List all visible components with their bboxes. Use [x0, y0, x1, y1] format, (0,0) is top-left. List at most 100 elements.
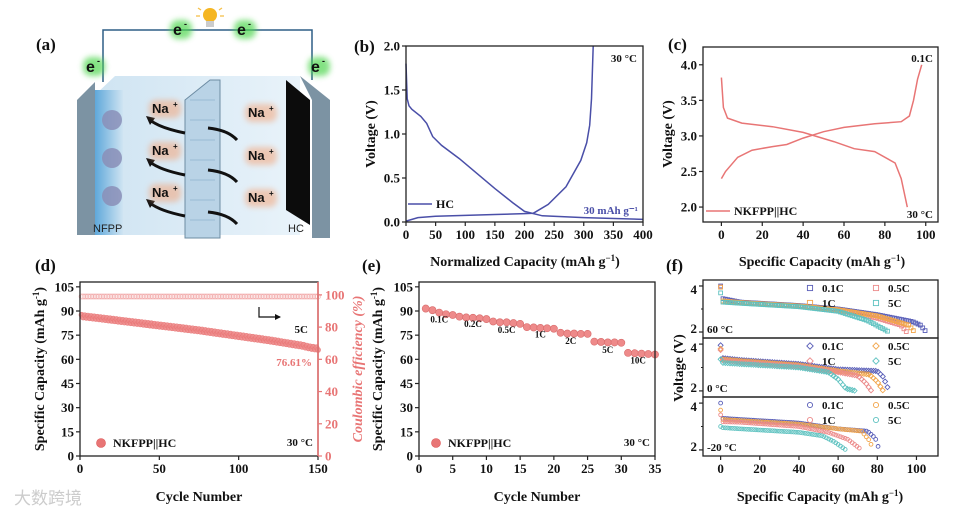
x-axis-label: Normalized Capacity (mAh g−1)	[430, 253, 620, 270]
data-point	[874, 379, 882, 386]
data-point	[726, 360, 734, 367]
data-point	[788, 423, 794, 429]
data-point	[910, 319, 916, 325]
data-point	[781, 423, 787, 428]
data-point	[881, 378, 889, 385]
efficiency-point	[262, 293, 269, 300]
data-point	[802, 422, 808, 428]
rate-label: 10C	[630, 355, 646, 365]
data-point	[777, 303, 782, 308]
data-point	[872, 284, 880, 292]
x-tick-label: 60	[838, 227, 851, 242]
data-point	[842, 427, 848, 432]
y-tick-label: 4	[691, 340, 698, 355]
x-tick-label: 150	[308, 461, 328, 476]
efficiency-point	[78, 293, 85, 300]
y-tick-label: 75	[61, 328, 75, 343]
data-point	[847, 427, 853, 433]
efficiency-point	[267, 293, 274, 300]
y-tick-label: 15	[61, 424, 75, 439]
data-point	[720, 417, 726, 422]
efficiency-point	[151, 293, 158, 300]
efficiency-point	[297, 293, 304, 300]
data-point	[771, 362, 778, 370]
efficiency-point	[302, 293, 309, 300]
efficiency-point	[142, 293, 148, 300]
data-point	[861, 431, 867, 437]
y2-tick-label: 80	[325, 320, 338, 335]
na-ion-glow	[149, 184, 181, 202]
data-point	[807, 431, 813, 437]
efficiency-point	[286, 293, 293, 300]
data-point	[821, 424, 827, 430]
series-line-discharge	[720, 77, 909, 208]
y-axis-label-main: Voltage (V)	[672, 334, 687, 402]
y-tick-label: 75	[400, 328, 414, 343]
data-point	[788, 303, 794, 309]
data-point	[717, 346, 724, 354]
data-point	[873, 437, 879, 442]
data-point	[748, 427, 754, 432]
efficiency-point	[143, 293, 150, 300]
chart-d-cycling-5c: (d)0 50 100 1500153045607590105020406080100…	[31, 256, 366, 505]
capacity-point	[556, 328, 565, 337]
efficiency-point	[310, 293, 317, 300]
data-point	[872, 342, 880, 350]
y-axis-label: Voltage (V)	[364, 100, 379, 168]
data-point	[722, 299, 728, 305]
efficiency-point	[153, 293, 160, 300]
data-point	[725, 419, 731, 425]
x-axis-label-end: )	[899, 490, 904, 505]
x-tick-label: 25	[581, 461, 595, 476]
data-point	[807, 423, 813, 428]
data-point	[739, 426, 745, 432]
efficiency-point	[305, 293, 312, 300]
data-point	[806, 299, 814, 307]
efficiency-point	[129, 293, 136, 300]
efficiency-point	[85, 293, 91, 300]
data-point	[800, 424, 806, 430]
legend-0.1C: 0.1C	[822, 341, 844, 353]
data-point	[765, 428, 770, 433]
efficiency-point	[154, 293, 161, 300]
y-tick-label: 30	[400, 400, 413, 415]
data-point	[730, 300, 735, 306]
x-tick-label: 30	[615, 461, 628, 476]
data-point	[746, 427, 752, 432]
data-point	[806, 401, 814, 409]
y-axis-label: Specific Capacity (mAh g-1)	[31, 287, 48, 452]
x-tick-label: 40	[792, 461, 805, 476]
data-point	[722, 419, 728, 425]
chart-f-temperature-discharge: (f) 0.1C 0.5C 1C 5C 2 4 60 °C 0.1C 0.5C 1C 5C 2 4 0 °C…	[666, 256, 939, 505]
x-tick-label: 80	[878, 227, 891, 242]
data-point	[781, 303, 787, 309]
x-axis-label-sup: −1	[889, 488, 899, 498]
efficiency-point	[108, 293, 115, 300]
y-tick-label: 3.0	[681, 128, 697, 143]
efficiency-point	[96, 293, 102, 300]
x-axis-label-main: Specific Capacity (mAh g	[737, 490, 889, 505]
series-line-charge	[720, 64, 923, 179]
efficiency-point	[180, 293, 187, 300]
efficiency-point	[265, 293, 272, 300]
data-point	[734, 419, 740, 425]
data-point	[863, 434, 869, 440]
efficiency-point	[184, 293, 191, 300]
efficiency-point	[272, 293, 279, 300]
x-axis-label-end: )	[615, 255, 620, 270]
efficiency-point	[261, 293, 267, 300]
data-point	[748, 361, 755, 368]
y-axis-label-end: )	[371, 287, 386, 292]
data-point	[835, 426, 841, 432]
plot-frame-e	[418, 281, 656, 457]
data-point	[802, 425, 808, 431]
data-point	[856, 445, 862, 451]
y-tick-label: 4	[691, 399, 698, 414]
y-tick-label: 15	[400, 424, 414, 439]
data-point	[778, 363, 785, 370]
y2-tick-label: 100	[325, 287, 345, 302]
legend-hc: HC	[436, 197, 454, 211]
data-point	[774, 422, 780, 428]
data-point	[769, 422, 775, 427]
x-tick-label: 250	[544, 227, 564, 242]
